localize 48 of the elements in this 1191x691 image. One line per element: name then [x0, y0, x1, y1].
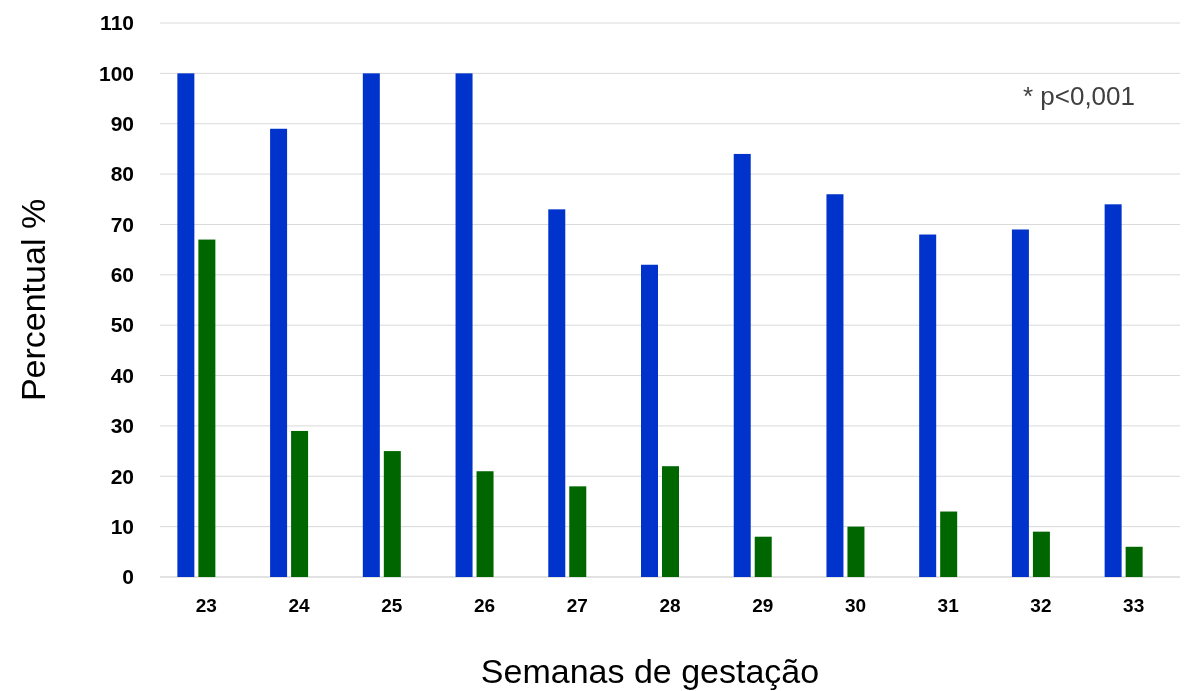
bar [476, 471, 494, 577]
bar [754, 536, 772, 577]
y-tick-label: 50 [110, 313, 134, 337]
bar [177, 73, 195, 577]
x-tick-label: 28 [659, 595, 681, 617]
x-tick-label: 30 [844, 595, 867, 617]
y-tick-label: 0 [122, 565, 134, 589]
bar [383, 451, 401, 577]
y-tick-label: 60 [110, 263, 134, 287]
x-axis-title: Semanas de gestação [480, 652, 820, 690]
y-tick-label: 80 [110, 162, 134, 186]
bar [1104, 204, 1122, 577]
x-tick-label: 32 [1030, 595, 1052, 617]
y-tick-label: 30 [110, 414, 134, 438]
bar [919, 234, 937, 577]
bar [1032, 531, 1050, 577]
x-tick-label: 29 [752, 595, 774, 617]
bar [548, 209, 566, 577]
x-tick-label: 24 [288, 595, 311, 617]
bar [662, 466, 679, 577]
bar [270, 128, 288, 577]
y-axis-title: Percentual % [14, 198, 52, 402]
bar [940, 511, 958, 577]
bar [733, 153, 751, 577]
bar [1011, 229, 1029, 577]
x-tick-label: 33 [1123, 595, 1145, 617]
bar [291, 430, 309, 577]
x-tick-label: 27 [566, 595, 588, 617]
x-tick-label: 23 [195, 595, 217, 617]
y-tick-label: 40 [110, 363, 134, 387]
bar [569, 486, 587, 577]
y-tick-label: 10 [110, 514, 134, 538]
y-tick-label: 100 [98, 61, 134, 85]
x-tick-label: 31 [937, 595, 960, 617]
y-tick-label: 90 [110, 111, 134, 135]
bar [198, 239, 216, 577]
bar [455, 73, 473, 577]
x-tick-label: 26 [473, 595, 496, 617]
annotation: * p<0,001 [1022, 81, 1135, 111]
bar [641, 264, 658, 577]
y-tick-label: 70 [110, 212, 134, 236]
x-tick-label: 25 [381, 595, 403, 617]
y-tick-label: 20 [110, 464, 134, 488]
bar [847, 526, 865, 577]
bar [1125, 546, 1143, 577]
bar [826, 194, 844, 577]
bar [362, 73, 380, 577]
y-tick-label: 110 [100, 11, 134, 35]
